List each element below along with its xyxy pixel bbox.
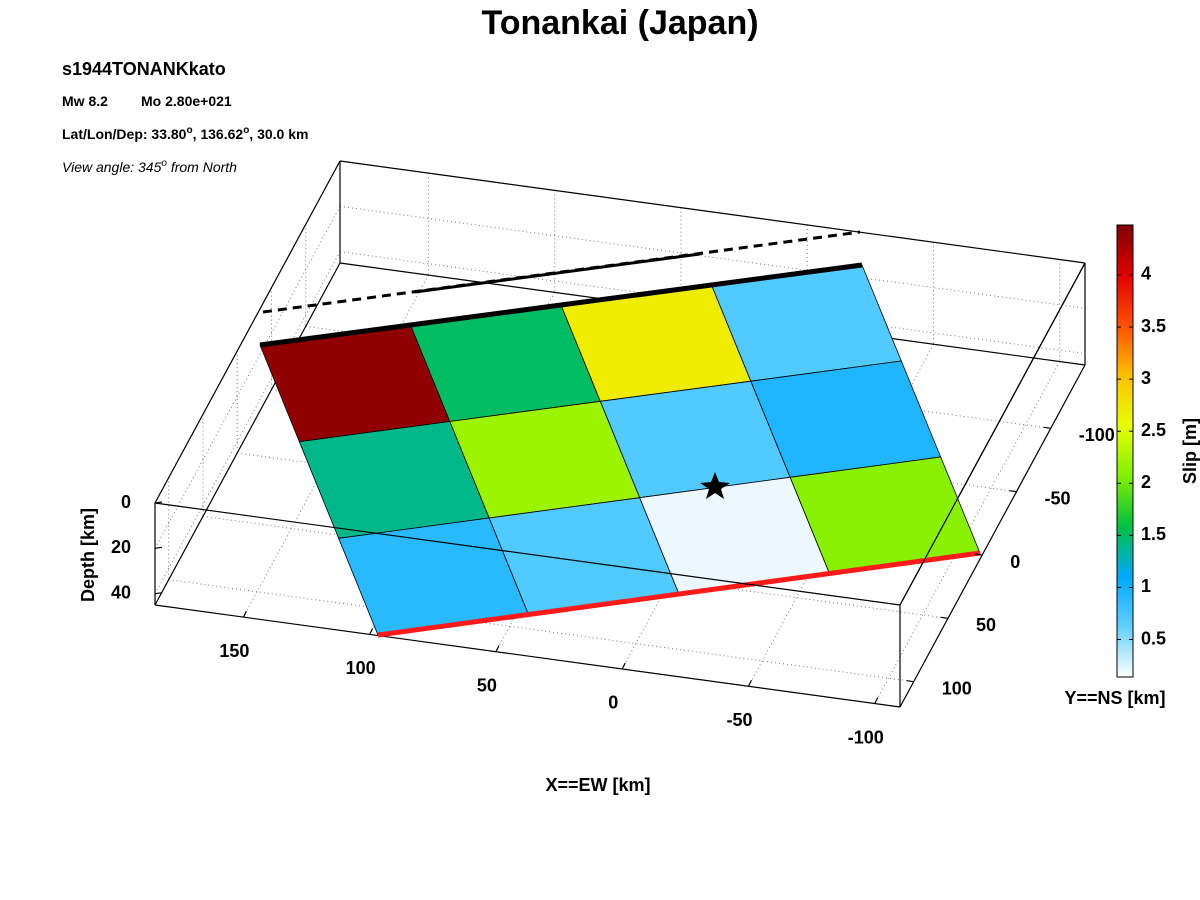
x-tick-label: 150 [219,641,249,661]
colorbar-tick-label: 2 [1141,472,1151,492]
tick-mark [154,501,163,504]
x-tick-label: 100 [346,658,376,678]
fault-surface-trace [414,252,701,294]
x-axis-label: X==EW [km] [545,775,650,795]
y-tick-label: -100 [1079,425,1115,445]
colorbar-tick-label: 4 [1141,264,1151,284]
tick-mark [747,679,753,687]
moment: Mo 2.80e+021 [141,93,232,109]
tick-mark [1043,426,1051,429]
box-edge [154,262,341,606]
box-edge [154,502,901,606]
location-text: Lat/Lon/Dep: 33.80o, 136.62o, 30.0 km [62,125,308,142]
view-part: View angle: 345 [62,159,162,175]
x-tick-label: -50 [726,710,752,730]
tick-mark [1009,490,1017,493]
tick-mark [242,610,247,618]
y-tick-label: 100 [942,678,972,698]
colorbar-tick-label: 0.5 [1141,628,1166,648]
tick-mark [975,553,983,556]
tick-mark [906,680,914,683]
box-edge [154,604,901,708]
tick-mark [874,697,879,704]
colorbar-tick-label: 3 [1141,368,1151,388]
magnitude: Mw 8.2 [62,93,108,109]
tick-mark [154,546,163,549]
grid-line [154,251,341,594]
tick-mark [621,662,626,670]
axes-back [154,160,1086,708]
hypocenter [700,472,730,499]
z-tick-label: 40 [111,582,131,602]
tick-mark [940,616,949,619]
box-edge [154,160,341,504]
degree-sign: o [186,125,192,136]
y-tick-label: -50 [1044,488,1070,508]
grid-line [874,361,1061,704]
z-tick-label: 20 [111,537,131,557]
fault-top-edge [259,262,863,348]
colorbar-label: Slip [m] [1180,418,1200,484]
colorbar: 0.5 1 1.5 2 2.5 3 3.5 4 [1116,224,1166,678]
axes-front: -100 -50 0 50 100 150 -100 -50 0 50 100 0 20 40 [111,262,1115,747]
chart-title: Tonankai (Japan) [481,4,758,42]
view-part: from North [167,159,237,175]
colorbar-tick-label: 2.5 [1141,420,1166,440]
tick-mark [154,592,163,595]
tick-mark [369,628,374,635]
colorbar-scale [1116,224,1134,678]
box-edge [339,160,1086,264]
grid-line [154,206,341,549]
fault-plane [259,262,981,638]
tick-mark [495,645,500,652]
subtitle: s1944TONANKkato [62,59,226,79]
degree-sign: o [161,158,167,169]
y-axis-label: Y==NS [km] [1064,688,1165,708]
colorbar-tick-label: 1.5 [1141,524,1166,544]
x-tick-label: -100 [848,727,884,747]
degree-sign: o [243,125,249,136]
colorbar-tick-label: 1 [1141,576,1151,596]
fault-bottom-edge [377,550,981,638]
view-text: View angle: 345o from North [62,158,237,175]
location-part: Lat/Lon/Dep: 33.80 [62,126,187,142]
z-tick-label: 0 [121,492,131,512]
colorbar-tick-label: 3.5 [1141,316,1166,336]
x-tick-label: 50 [477,675,497,695]
z-axis-label: Depth [km] [78,508,98,602]
box-edge [899,364,1086,708]
y-tick-label: 50 [976,615,996,635]
y-tick-label: 0 [1010,552,1020,572]
location-part: , 30.0 km [249,126,308,142]
box-edge [899,262,1086,606]
location-part: , 136.62 [193,126,244,142]
x-tick-label: 0 [608,693,618,713]
